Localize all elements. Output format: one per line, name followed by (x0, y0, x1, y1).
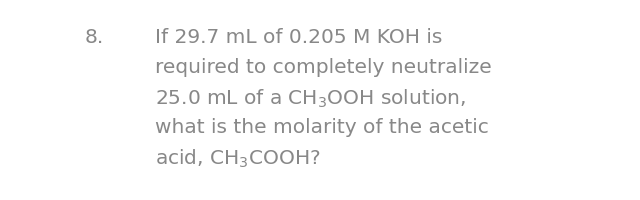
Text: what is the molarity of the acetic: what is the molarity of the acetic (155, 118, 489, 137)
Text: acid, $\mathrm{CH_3COOH}$?: acid, $\mathrm{CH_3COOH}$? (155, 148, 321, 170)
Text: 25.0 mL of a $\mathrm{CH_3OOH}$ solution,: 25.0 mL of a $\mathrm{CH_3OOH}$ solution… (155, 88, 467, 110)
Text: 8.: 8. (85, 28, 104, 47)
Text: required to completely neutralize: required to completely neutralize (155, 58, 492, 77)
Text: If 29.7 mL of 0.205 M KOH is: If 29.7 mL of 0.205 M KOH is (155, 28, 442, 47)
